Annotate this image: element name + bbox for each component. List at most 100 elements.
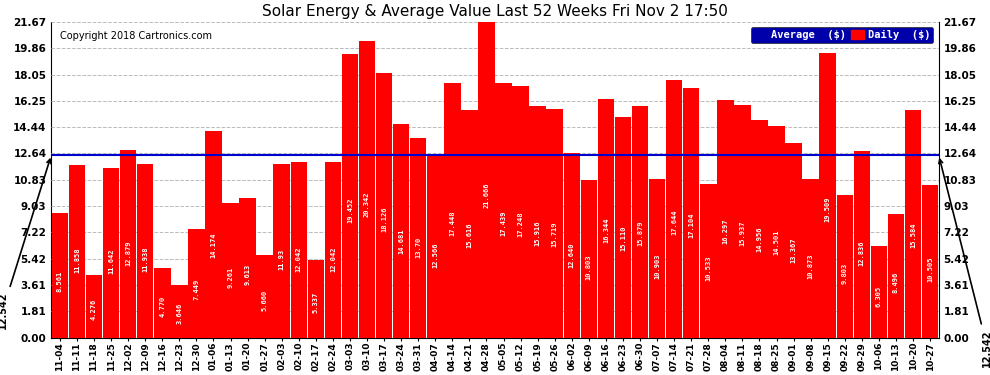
Text: 10.803: 10.803	[586, 254, 592, 280]
Text: 17.644: 17.644	[671, 209, 677, 235]
Text: 16.344: 16.344	[603, 218, 609, 243]
Bar	[376, 74, 392, 338]
Bar	[632, 106, 648, 338]
Text: 10.533: 10.533	[705, 256, 711, 281]
Bar	[888, 214, 904, 338]
Bar	[240, 198, 255, 338]
Text: 17.248: 17.248	[518, 212, 524, 237]
Bar	[717, 100, 734, 338]
Bar	[563, 153, 580, 338]
Text: 9.613: 9.613	[245, 264, 250, 285]
Text: 19.452: 19.452	[346, 197, 353, 223]
Text: 12.542: 12.542	[0, 159, 50, 329]
Title: Solar Energy & Average Value Last 52 Weeks Fri Nov 2 17:50: Solar Energy & Average Value Last 52 Wee…	[262, 4, 728, 19]
Text: 10.505: 10.505	[927, 256, 934, 282]
Bar	[154, 268, 170, 338]
Bar	[427, 154, 444, 338]
Bar	[393, 124, 410, 338]
Text: 15.110: 15.110	[620, 226, 626, 251]
Text: 12.542: 12.542	[939, 159, 990, 367]
Text: 15.916: 15.916	[535, 220, 541, 246]
Bar	[308, 260, 324, 338]
Bar	[820, 53, 836, 338]
Text: 7.449: 7.449	[193, 278, 199, 300]
Text: 9.261: 9.261	[228, 266, 234, 288]
Bar	[683, 88, 700, 338]
Text: 8.496: 8.496	[893, 272, 899, 292]
Text: 5.337: 5.337	[313, 292, 319, 314]
Bar	[922, 184, 939, 338]
Text: 12.640: 12.640	[569, 242, 575, 268]
Bar	[870, 246, 887, 338]
Bar	[325, 162, 342, 338]
Bar	[68, 165, 85, 338]
Text: 11.858: 11.858	[74, 247, 80, 273]
Text: 15.937: 15.937	[740, 220, 745, 246]
Text: 12.042: 12.042	[330, 246, 336, 272]
Text: 11.938: 11.938	[143, 247, 148, 272]
Text: 4.276: 4.276	[91, 299, 97, 320]
Bar	[342, 54, 358, 338]
Bar	[188, 229, 205, 338]
Bar	[478, 22, 495, 338]
Bar	[461, 110, 478, 338]
Bar	[530, 106, 545, 338]
Bar	[700, 184, 717, 338]
Text: 17.448: 17.448	[449, 210, 455, 236]
Bar	[768, 126, 785, 338]
Bar	[905, 111, 922, 338]
Text: 15.879: 15.879	[637, 221, 644, 246]
Text: 10.873: 10.873	[808, 254, 814, 279]
Text: 8.561: 8.561	[56, 271, 63, 292]
Text: 15.719: 15.719	[551, 222, 557, 248]
Bar	[837, 195, 853, 338]
Text: 21.666: 21.666	[483, 183, 489, 209]
Bar	[495, 83, 512, 338]
Text: 17.104: 17.104	[688, 213, 694, 238]
Text: 4.770: 4.770	[159, 296, 165, 317]
Text: 14.956: 14.956	[756, 227, 762, 252]
Text: 9.803: 9.803	[842, 263, 847, 284]
Text: 20.342: 20.342	[364, 192, 370, 217]
Bar	[205, 131, 222, 338]
Bar	[273, 164, 290, 338]
Text: 15.616: 15.616	[466, 222, 472, 248]
Text: 19.509: 19.509	[825, 197, 831, 222]
Text: 13.70: 13.70	[415, 237, 421, 258]
Bar	[171, 285, 188, 338]
Text: Copyright 2018 Cartronics.com: Copyright 2018 Cartronics.com	[60, 31, 212, 41]
Legend: Average  ($), Daily  ($): Average ($), Daily ($)	[751, 27, 934, 44]
Text: 15.584: 15.584	[910, 223, 916, 248]
Bar	[256, 255, 273, 338]
Text: 12.836: 12.836	[859, 241, 865, 266]
Text: 10.903: 10.903	[654, 254, 660, 279]
Bar	[86, 275, 102, 338]
Text: 11.642: 11.642	[108, 249, 114, 274]
Text: 12.566: 12.566	[433, 243, 439, 268]
Text: 3.646: 3.646	[176, 303, 182, 324]
Bar	[615, 117, 632, 338]
Text: 14.501: 14.501	[773, 230, 779, 255]
Bar	[580, 180, 597, 338]
Text: 6.305: 6.305	[876, 286, 882, 307]
Text: 18.126: 18.126	[381, 206, 387, 232]
Bar	[410, 138, 427, 338]
Bar	[445, 83, 460, 338]
Bar	[853, 151, 870, 338]
Bar	[358, 41, 375, 338]
Text: 12.879: 12.879	[125, 240, 131, 266]
Text: 14.681: 14.681	[398, 229, 404, 254]
Bar	[802, 179, 819, 338]
Text: 5.660: 5.660	[261, 290, 267, 311]
Bar	[666, 81, 682, 338]
Bar	[546, 108, 563, 338]
Bar	[785, 143, 802, 338]
Bar	[137, 164, 153, 338]
Bar	[512, 86, 529, 338]
Text: 13.367: 13.367	[791, 237, 797, 263]
Text: 16.297: 16.297	[723, 218, 729, 244]
Bar	[735, 105, 750, 338]
Bar	[648, 179, 665, 338]
Text: 11.93: 11.93	[279, 249, 285, 270]
Bar	[751, 120, 768, 338]
